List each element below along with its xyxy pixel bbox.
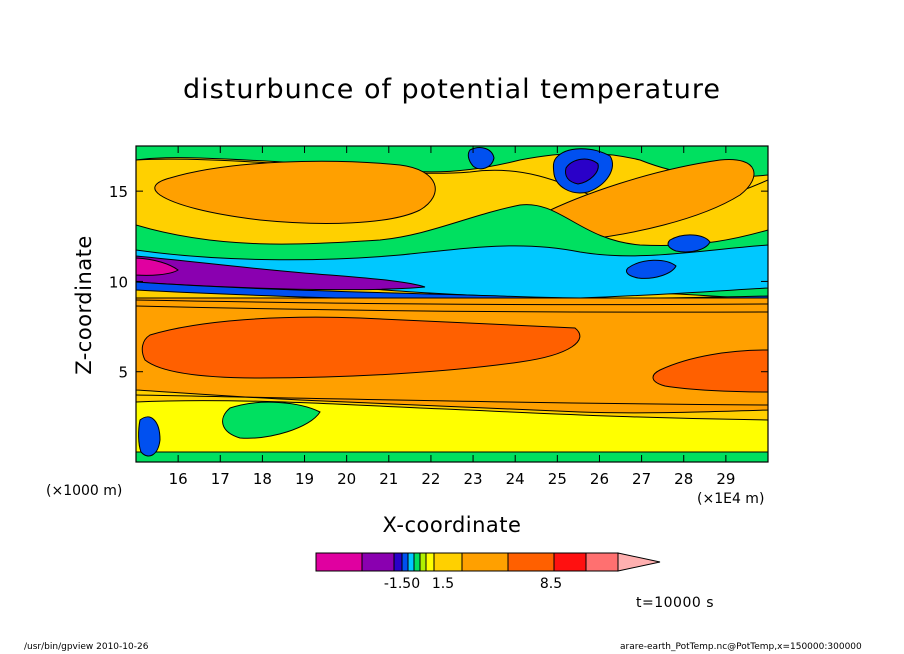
colorbar-tick-label: 8.5 (540, 576, 562, 592)
x-tick-label: 21 (379, 470, 398, 488)
band-darkblue-cell-top-2 (565, 158, 599, 185)
y-tick-label: 5 (118, 364, 128, 382)
colorbar-swatch (507, 552, 555, 572)
footer-left: /usr/bin/gpview 2010-10-26 (24, 642, 149, 652)
x-tick-label: 17 (211, 470, 230, 488)
band-green-top (136, 146, 768, 178)
colorbar: -1.50 1.5 8.5 (315, 552, 661, 592)
x-tick-label: 26 (590, 470, 609, 488)
colorbar-swatch (413, 552, 421, 572)
band-magenta-left (136, 257, 179, 276)
band-blue-cell-top-1 (467, 147, 495, 170)
band-orange-upper-left (154, 160, 436, 224)
colorbar-swatch (585, 552, 619, 572)
x-axis-label: X-coordinate (382, 513, 522, 537)
colorbar-swatch (401, 552, 409, 572)
band-green-bottom-left (222, 401, 321, 439)
x-tick-label: 23 (464, 470, 483, 488)
x-unit-label-right: (×1E4 m) (697, 491, 765, 507)
x-tick-label: 29 (716, 470, 735, 488)
y-tick-label: 15 (109, 183, 128, 201)
band-contour-lines (136, 299, 768, 406)
colorbar-swatch (393, 552, 403, 572)
band-green-bottom (136, 451, 768, 462)
x-tick-label: 18 (253, 470, 272, 488)
band-blue-cell-right-1 (667, 234, 711, 253)
colorbar-tick-label: 1.5 (432, 576, 454, 592)
band-darkorange-right (652, 349, 768, 393)
x-tick-label: 19 (295, 470, 314, 488)
y-tick-label: 10 (109, 273, 128, 291)
x-tick-label: 16 (169, 470, 188, 488)
colorbar-swatch (461, 552, 509, 572)
colorbar-swatch (425, 552, 435, 572)
x-ticks: 16 17 18 19 20 21 22 23 24 25 26 27 28 29 (169, 146, 735, 488)
x-tick-label: 25 (548, 470, 567, 488)
colorbar-arrow (617, 552, 661, 572)
colorbar-swatch (407, 552, 415, 572)
x-tick-label: 20 (337, 470, 356, 488)
band-darkorange-lower (141, 316, 581, 379)
band-blue-cell-right-2 (625, 259, 677, 279)
chart-title: disturbunce of potential temperature (183, 74, 721, 105)
x-unit-label: (×1000 m) (46, 483, 123, 499)
band-blue-lower-left (138, 416, 161, 457)
y-ticks: 5 10 15 (109, 183, 768, 382)
colorbar-swatch (553, 552, 587, 572)
colorbar-swatch (433, 552, 463, 572)
colorbar-swatch (361, 552, 395, 572)
plot-frame (135, 145, 769, 463)
colorbar-swatch (315, 552, 363, 572)
plot-area (136, 146, 768, 462)
footer-right: arare-earth_PotTemp.nc@PotTemp,x=150000:… (620, 642, 862, 652)
time-annotation: t=10000 s (636, 595, 714, 611)
x-tick-label: 22 (421, 470, 440, 488)
colorbar-swatch (419, 552, 427, 572)
x-tick-label: 28 (674, 470, 693, 488)
x-tick-label: 24 (506, 470, 525, 488)
colorbar-tick-label: -1.50 (384, 576, 420, 592)
x-tick-label: 27 (632, 470, 651, 488)
